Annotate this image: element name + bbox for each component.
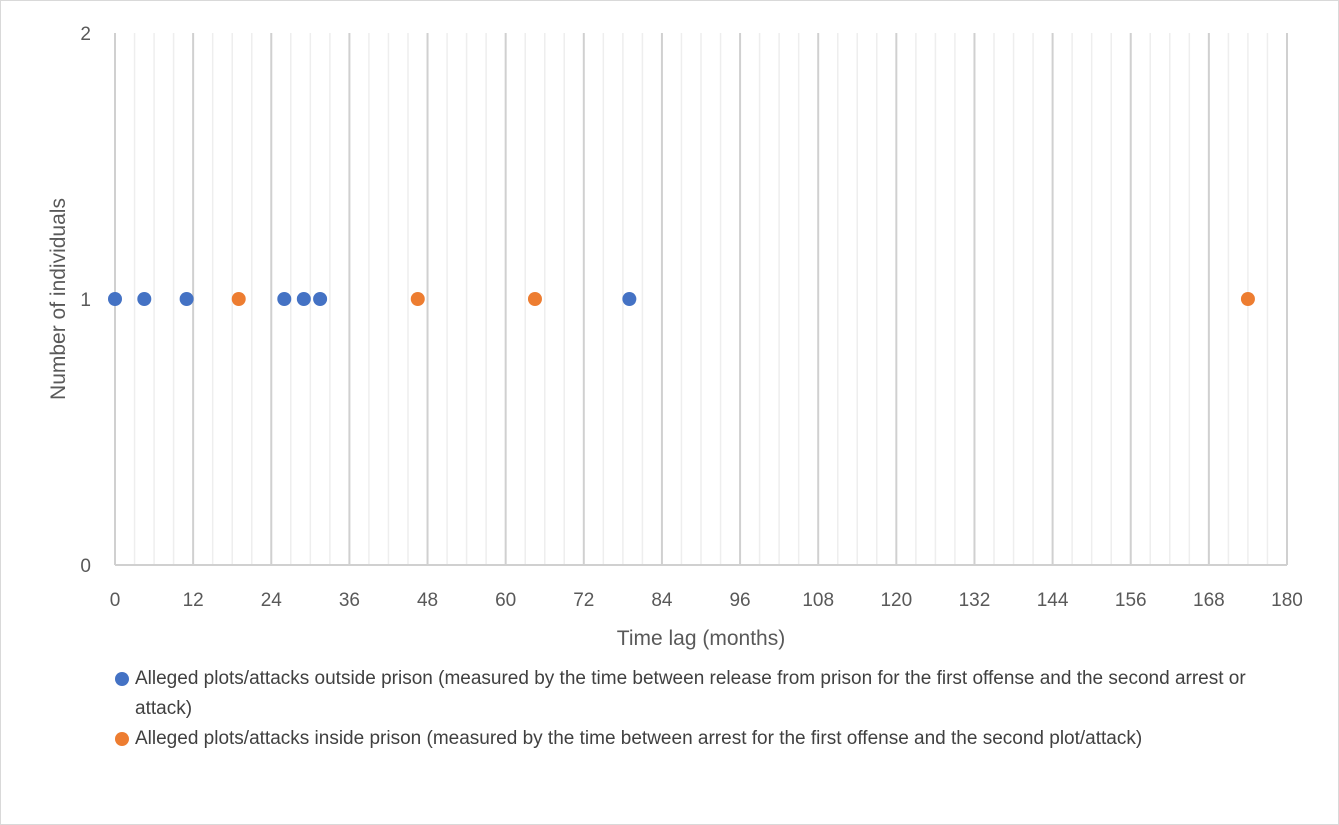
legend: Alleged plots/attacks outside prison (me… xyxy=(113,664,1303,754)
x-axis-ticks: 0 12 24 36 48 60 72 84 96 108 120 132 144 156 168 180 xyxy=(110,590,1303,611)
y-tick-label: 2 xyxy=(80,24,91,45)
data-points xyxy=(108,292,1255,306)
y-tick-label: 0 xyxy=(80,556,91,577)
data-point-inside xyxy=(231,292,246,306)
data-point-outside xyxy=(277,292,292,306)
x-tick-label: 108 xyxy=(802,590,834,611)
x-tick-label: 84 xyxy=(651,590,673,611)
x-tick-label: 132 xyxy=(959,590,991,611)
x-tick-label: 156 xyxy=(1115,590,1147,611)
x-tick-label: 48 xyxy=(417,590,438,611)
data-point-inside xyxy=(1240,292,1255,306)
data-point-outside xyxy=(137,292,152,306)
data-point-outside xyxy=(108,292,122,306)
data-point-outside xyxy=(622,292,637,306)
y-axis-title: Number of individuals xyxy=(47,198,70,400)
x-tick-label: 24 xyxy=(261,590,283,611)
legend-item-inside: Alleged plots/attacks inside prison (mea… xyxy=(113,724,1303,754)
data-point-inside xyxy=(410,292,425,306)
data-point-outside xyxy=(313,292,328,306)
legend-label-outside: Alleged plots/attacks outside prison (me… xyxy=(135,668,1246,719)
legend-marker-inside xyxy=(115,732,129,746)
legend-marker-outside xyxy=(115,672,129,686)
x-tick-label: 36 xyxy=(339,590,360,611)
data-point-inside xyxy=(527,292,542,306)
x-tick-label: 60 xyxy=(495,590,516,611)
legend-item-outside: Alleged plots/attacks outside prison (me… xyxy=(113,664,1303,724)
y-tick-label: 1 xyxy=(80,290,91,311)
x-tick-label: 120 xyxy=(880,590,912,611)
data-point-outside xyxy=(296,292,311,306)
x-tick-label: 72 xyxy=(573,590,594,611)
data-point-outside xyxy=(179,292,194,306)
x-tick-label: 12 xyxy=(183,590,204,611)
x-tick-label: 168 xyxy=(1193,590,1225,611)
legend-label-inside: Alleged plots/attacks inside prison (mea… xyxy=(135,728,1143,749)
x-tick-label: 0 xyxy=(110,590,121,611)
x-tick-label: 180 xyxy=(1271,590,1303,611)
x-axis-title: Time lag (months) xyxy=(617,627,785,650)
y-axis-ticks: 0 1 2 xyxy=(80,24,91,577)
x-tick-label: 96 xyxy=(729,590,750,611)
x-tick-label: 144 xyxy=(1037,590,1069,611)
